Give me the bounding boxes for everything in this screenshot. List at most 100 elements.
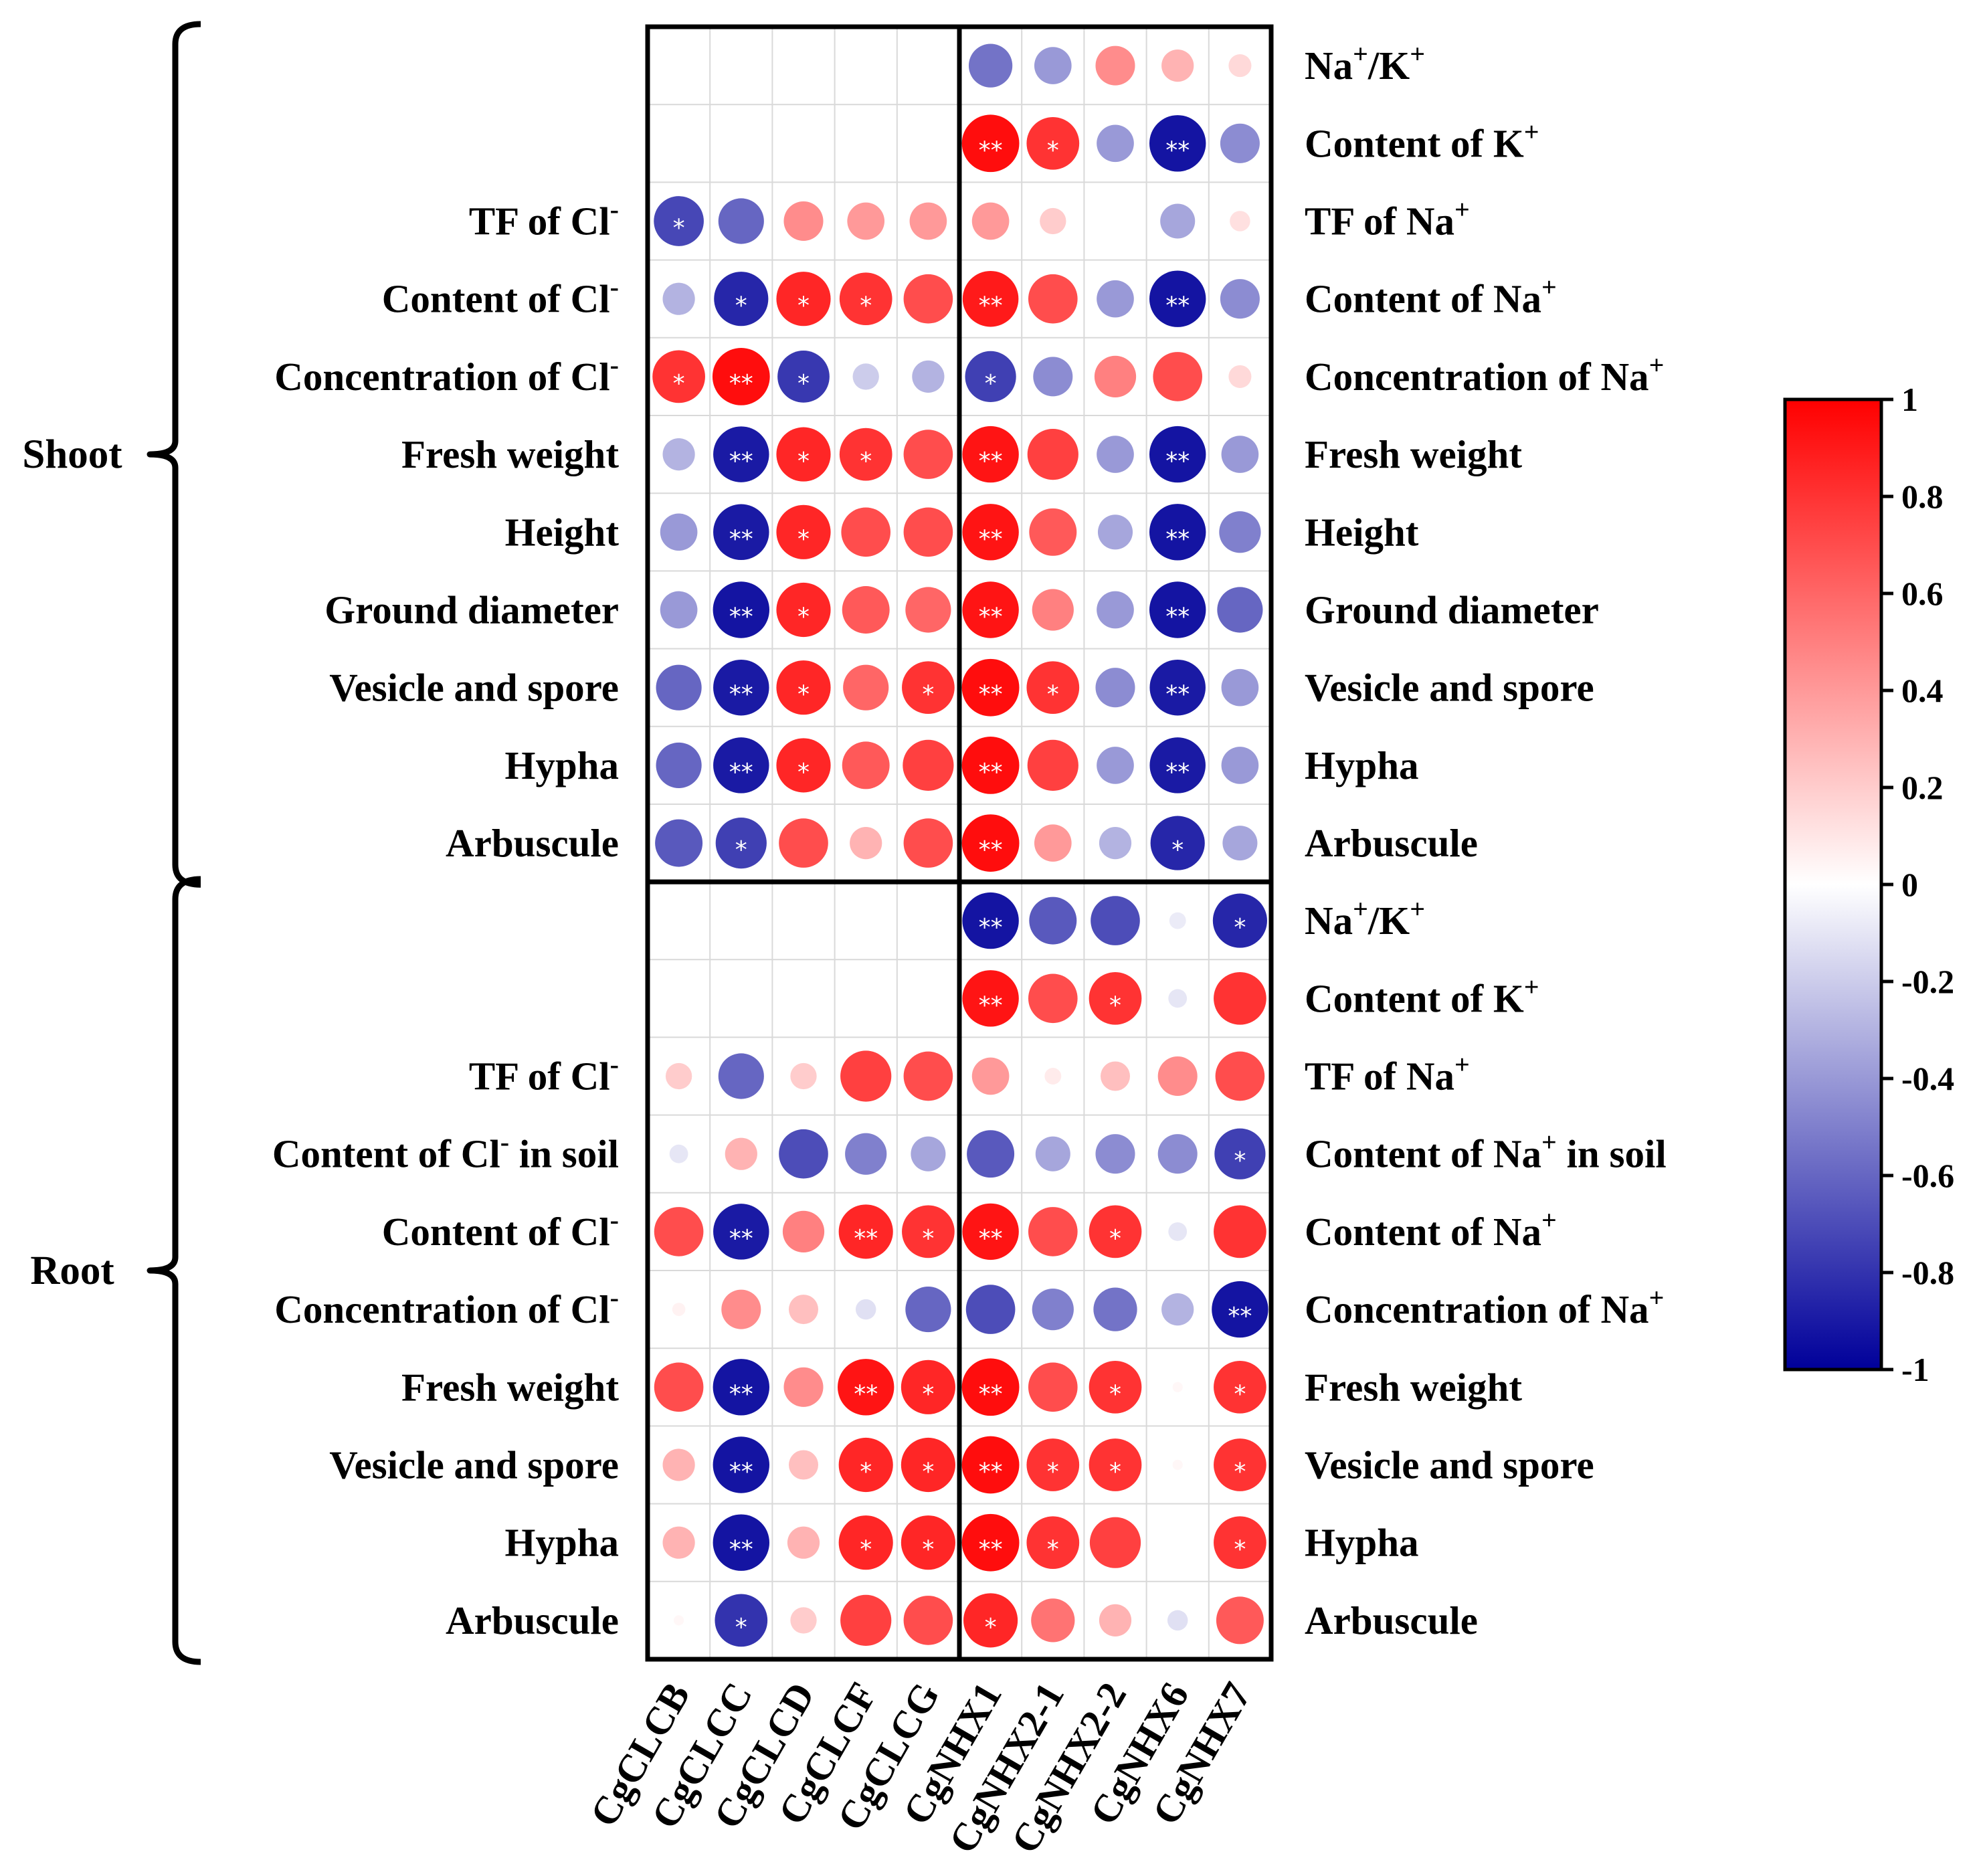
correlation-circle [1027, 428, 1078, 480]
correlation-circle [721, 1289, 761, 1329]
correlation-circle [715, 817, 767, 869]
significance-mark: ** [729, 1536, 753, 1564]
significance-mark: ** [979, 448, 1003, 475]
correlation-circle [1149, 504, 1206, 561]
row-label-right: Height [1305, 510, 1419, 554]
significance-mark: * [1109, 1459, 1121, 1486]
correlation-circle [903, 1596, 953, 1645]
significance-mark: ** [979, 603, 1003, 631]
colorbar-tick-label: -1 [1901, 1351, 1929, 1388]
significance-mark: * [860, 1459, 872, 1486]
significance-mark: ** [1165, 681, 1190, 709]
significance-mark: ** [729, 448, 753, 475]
correlation-circle [713, 1204, 769, 1260]
row-label-left: TF of Cl-​ [469, 195, 619, 244]
group-bracket [147, 21, 201, 888]
correlation-circle [662, 282, 695, 315]
colorbar-tick-label: 1 [1901, 381, 1918, 418]
correlation-circle [1222, 826, 1258, 861]
correlation-circle [1221, 668, 1259, 707]
correlation-circle [790, 1062, 817, 1090]
correlation-circle [1035, 1136, 1070, 1171]
significance-mark: ** [1165, 525, 1190, 553]
correlation-circle [660, 591, 698, 629]
significance-mark: * [1047, 136, 1059, 164]
correlation-circle [1228, 365, 1252, 388]
correlation-circle [1214, 1205, 1266, 1258]
row-label-left: Content of Cl-​ [382, 272, 619, 321]
significance-mark: * [735, 1614, 747, 1641]
correlation-circle [965, 1285, 1016, 1334]
row-label-left: Concentration of Cl-​ [274, 350, 619, 399]
correlation-circle [656, 664, 702, 711]
correlation-circle [673, 1615, 684, 1626]
correlation-circle [660, 513, 698, 551]
row-label-right: Fresh weight [1305, 1365, 1522, 1409]
row-label-left: Vesicle and spore [329, 666, 619, 710]
row-label-left: Arbuscule [446, 821, 619, 865]
significance-mark: ** [729, 1225, 753, 1252]
significance-mark: * [922, 1536, 934, 1564]
correlation-circle [1097, 280, 1134, 318]
correlation-circle [839, 272, 892, 326]
significance-mark: ** [1165, 759, 1190, 786]
correlation-circle [1028, 1362, 1078, 1412]
correlation-circle [1097, 436, 1134, 473]
correlation-circle [963, 1593, 1018, 1648]
significance-mark: * [797, 759, 810, 786]
correlation-circle [1033, 357, 1073, 397]
correlation-circle [672, 1303, 686, 1316]
correlation-circle [1028, 973, 1078, 1024]
correlation-circle [909, 202, 947, 240]
colorbar-gradient [1783, 397, 1883, 1372]
row-label-left: Arbuscule [446, 1598, 619, 1643]
correlation-circle [715, 1594, 768, 1647]
correlation-circle [903, 818, 953, 868]
correlation-circle [1220, 123, 1260, 163]
correlation-circle [1149, 115, 1206, 172]
correlation-circle [777, 351, 830, 403]
correlation-circle [961, 658, 1020, 717]
colorbar-tick-label: -0.6 [1901, 1157, 1954, 1194]
correlation-circle [1031, 1598, 1075, 1643]
correlation-circle [1214, 1516, 1266, 1570]
significance-mark: * [797, 370, 810, 397]
significance-mark: * [1234, 1536, 1246, 1564]
correlation-circle [776, 738, 831, 793]
significance-mark: * [673, 215, 685, 242]
correlation-circle [1168, 1222, 1188, 1241]
correlation-circle [1091, 896, 1140, 945]
row-label-right: Fresh weight [1305, 432, 1522, 476]
correlation-circle [662, 1526, 695, 1559]
row-label-right: Content of Na+​ [1305, 272, 1557, 321]
correlation-circle [962, 892, 1019, 949]
significance-mark: ** [1165, 603, 1190, 631]
correlation-circle [847, 202, 885, 240]
correlation-circle [1212, 1281, 1268, 1338]
row-label-right: Vesicle and spore [1305, 1443, 1594, 1487]
correlation-circle [776, 660, 831, 715]
correlation-circle [1221, 747, 1259, 784]
correlation-circle [776, 427, 831, 482]
significance-mark: ** [729, 759, 753, 786]
correlation-circle [1026, 116, 1080, 170]
correlation-circle [1214, 1128, 1266, 1180]
correlation-circle [962, 504, 1019, 561]
significance-mark: ** [729, 1459, 753, 1486]
significance-mark: * [860, 1536, 872, 1564]
correlation-circle [1214, 1360, 1266, 1414]
row-label-left: Hypha [504, 1521, 619, 1565]
correlation-circle [713, 1436, 770, 1493]
correlation-circle [901, 1359, 955, 1414]
significance-mark: * [735, 292, 747, 320]
row-label-right: Arbuscule [1305, 1598, 1478, 1643]
significance-mark: ** [979, 292, 1003, 320]
correlation-circle [1221, 436, 1259, 473]
significance-mark: * [1047, 1536, 1059, 1564]
colorbar-tick-label: 0.2 [1901, 769, 1944, 806]
correlation-circle [1099, 1604, 1132, 1636]
row-label-left: Fresh weight [401, 432, 619, 476]
correlation-circle [961, 737, 1020, 794]
correlation-circle [903, 430, 953, 479]
correlation-circle [654, 1207, 704, 1256]
